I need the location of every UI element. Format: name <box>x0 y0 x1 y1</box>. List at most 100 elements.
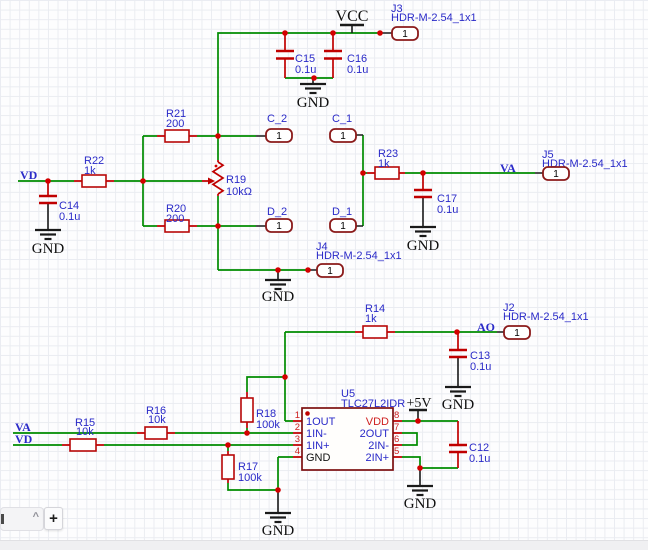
tab-collapse-chevron-icon[interactable]: ^ <box>32 511 39 523</box>
capacitor-ref-c12[interactable]: C12 <box>469 442 489 454</box>
ic-pin-name: 1IN+ <box>306 440 330 452</box>
gnd-symbol[interactable] <box>263 278 293 291</box>
capacitor-ref-c13[interactable]: C13 <box>470 350 490 362</box>
capacitor-value-c17[interactable]: 0.1u <box>437 204 458 216</box>
resistor-body-r23[interactable] <box>374 166 400 180</box>
gnd-label: GND <box>262 523 295 539</box>
capacitor-value-c16[interactable]: 0.1u <box>347 64 368 76</box>
horizontal-scrollbar[interactable] <box>0 540 648 550</box>
ic-pin-number: 6 <box>394 434 399 445</box>
tap-name-c2[interactable]: C_2 <box>267 113 287 125</box>
header-j2[interactable]: J2 HDR-M-2.54_1x1 1 <box>503 302 589 340</box>
net-label-va-upper[interactable]: VA <box>500 161 516 175</box>
header-j3[interactable]: J3 HDR-M-2.54_1x1 1 <box>391 3 477 41</box>
ic-pin-name: 1IN- <box>306 428 327 440</box>
header-part-j2[interactable]: HDR-M-2.54_1x1 <box>503 311 589 323</box>
tap-name-c1[interactable]: C_1 <box>332 113 352 125</box>
resistor-body-r15[interactable] <box>69 438 97 452</box>
net-label-va-lower[interactable]: VA <box>15 420 31 434</box>
resistor-ref-r14[interactable]: R14 <box>365 303 385 315</box>
net-label-vd-lower[interactable]: VD <box>15 432 33 446</box>
capacitor-value-c13[interactable]: 0.1u <box>470 361 491 373</box>
resistor-value-r16[interactable]: 10k <box>148 414 166 426</box>
ic-body[interactable] <box>301 407 394 471</box>
header-pinbox-j3[interactable] <box>391 26 419 41</box>
resistor-value-r17[interactable]: 100k <box>238 472 262 484</box>
ic-part[interactable]: TLC27L2IDR <box>341 398 405 410</box>
resistor-body-r22[interactable] <box>81 174 107 188</box>
resistor-value-r15[interactable]: 10k <box>76 426 94 438</box>
ic-u5[interactable]: U5 TLC27L2IDR 1 2 3 4 8 7 6 5 1OUT 1IN- … <box>295 388 406 471</box>
resistor-value-r14[interactable]: 1k <box>365 313 377 325</box>
header-pinbox-j5[interactable] <box>542 166 570 181</box>
resistor-ref-r19[interactable]: R19 <box>226 174 246 186</box>
resistor-body-r16[interactable] <box>144 426 168 440</box>
resistor-body-r18[interactable] <box>240 397 254 423</box>
tap-c2[interactable]: C_2 1 <box>265 113 293 143</box>
header-ref-j4[interactable]: J4 <box>316 241 328 253</box>
ic-pin-number: 8 <box>394 410 399 421</box>
resistor-ref-r21[interactable]: R21 <box>166 108 186 120</box>
resistor-ref-r17[interactable]: R17 <box>238 461 258 473</box>
tap-pinbox-d1[interactable] <box>329 218 357 233</box>
header-part-j3[interactable]: HDR-M-2.54_1x1 <box>391 12 477 24</box>
tap-d1[interactable]: D_1 1 <box>329 206 357 233</box>
gnd-symbol[interactable] <box>33 228 63 241</box>
resistor-value-r22[interactable]: 1k <box>84 165 96 177</box>
gnd-symbol[interactable] <box>298 82 328 95</box>
ic-ref[interactable]: U5 <box>341 388 355 400</box>
resistor-body-r20[interactable] <box>164 219 190 233</box>
resistor-body-r14[interactable] <box>362 325 388 339</box>
vcc-symbol[interactable]: VCC <box>336 8 369 25</box>
sheet-tab[interactable]: ^ <box>0 507 44 531</box>
resistor-ref-r20[interactable]: R20 <box>166 203 186 215</box>
resistor-ref-r22[interactable]: R22 <box>84 155 104 167</box>
header-ref-j2[interactable]: J2 <box>503 302 515 314</box>
resistor-value-r18[interactable]: 100k <box>256 419 280 431</box>
resistor-ref-r23[interactable]: R23 <box>378 148 398 160</box>
resistor-body-r17[interactable] <box>221 454 235 480</box>
tap-name-d2[interactable]: D_2 <box>267 206 287 218</box>
resistor-value-r21[interactable]: 200 <box>166 118 184 130</box>
capacitor-value-c12[interactable]: 0.1u <box>469 453 490 465</box>
tap-pinbox-c2[interactable] <box>265 128 293 143</box>
gnd-symbol[interactable] <box>408 225 438 238</box>
potentiometer-r19[interactable] <box>208 161 225 195</box>
capacitor-ref-c17[interactable]: C17 <box>437 193 457 205</box>
tap-c1[interactable]: C_1 1 <box>329 113 357 143</box>
header-part-j4[interactable]: HDR-M-2.54_1x1 <box>316 250 402 262</box>
capacitor-value-c15[interactable]: 0.1u <box>295 64 316 76</box>
header-pinbox-j2[interactable] <box>503 325 531 340</box>
add-sheet-button[interactable]: + <box>44 507 63 530</box>
p5v-symbol[interactable]: +5V <box>406 396 431 411</box>
capacitor-ref-c15[interactable]: C15 <box>295 53 315 65</box>
resistor-value-r20[interactable]: 200 <box>166 213 184 225</box>
ic-pin-name: 2IN- <box>368 440 389 452</box>
capacitor-value-c14[interactable]: 0.1u <box>59 211 80 223</box>
resistor-ref-r16[interactable]: R16 <box>146 405 166 417</box>
tap-name-d1[interactable]: D_1 <box>332 206 352 218</box>
tap-pinbox-d2[interactable] <box>265 218 293 233</box>
capacitor-ref-c16[interactable]: C16 <box>347 53 367 65</box>
header-pinbox-j4[interactable] <box>316 263 344 278</box>
net-label-vd-upper[interactable]: VD <box>20 168 38 182</box>
header-j4[interactable]: J4 HDR-M-2.54_1x1 1 <box>316 241 402 278</box>
resistor-value-r19[interactable]: 10kΩ <box>226 186 252 198</box>
tap-d2[interactable]: D_2 1 <box>265 206 293 233</box>
resistor-value-r23[interactable]: 1k <box>378 158 390 170</box>
resistor-ref-r15[interactable]: R15 <box>75 417 95 429</box>
header-j5[interactable]: J5 HDR-M-2.54_1x1 1 <box>542 149 628 181</box>
gnd-symbol[interactable] <box>405 484 435 497</box>
resistor-body-r21[interactable] <box>164 129 190 143</box>
resistor-bodies[interactable] <box>69 129 400 480</box>
tap-pinbox-c1[interactable] <box>329 128 357 143</box>
gnd-symbol[interactable] <box>443 385 473 398</box>
header-ref-j3[interactable]: J3 <box>391 3 403 15</box>
header-ref-j5[interactable]: J5 <box>542 149 554 161</box>
resistor-ref-r18[interactable]: R18 <box>256 408 276 420</box>
net-label-ao[interactable]: AO <box>477 320 495 334</box>
capacitor-plates[interactable] <box>39 49 467 454</box>
gnd-symbol[interactable] <box>263 511 293 524</box>
capacitor-ref-c14[interactable]: C14 <box>59 200 79 212</box>
